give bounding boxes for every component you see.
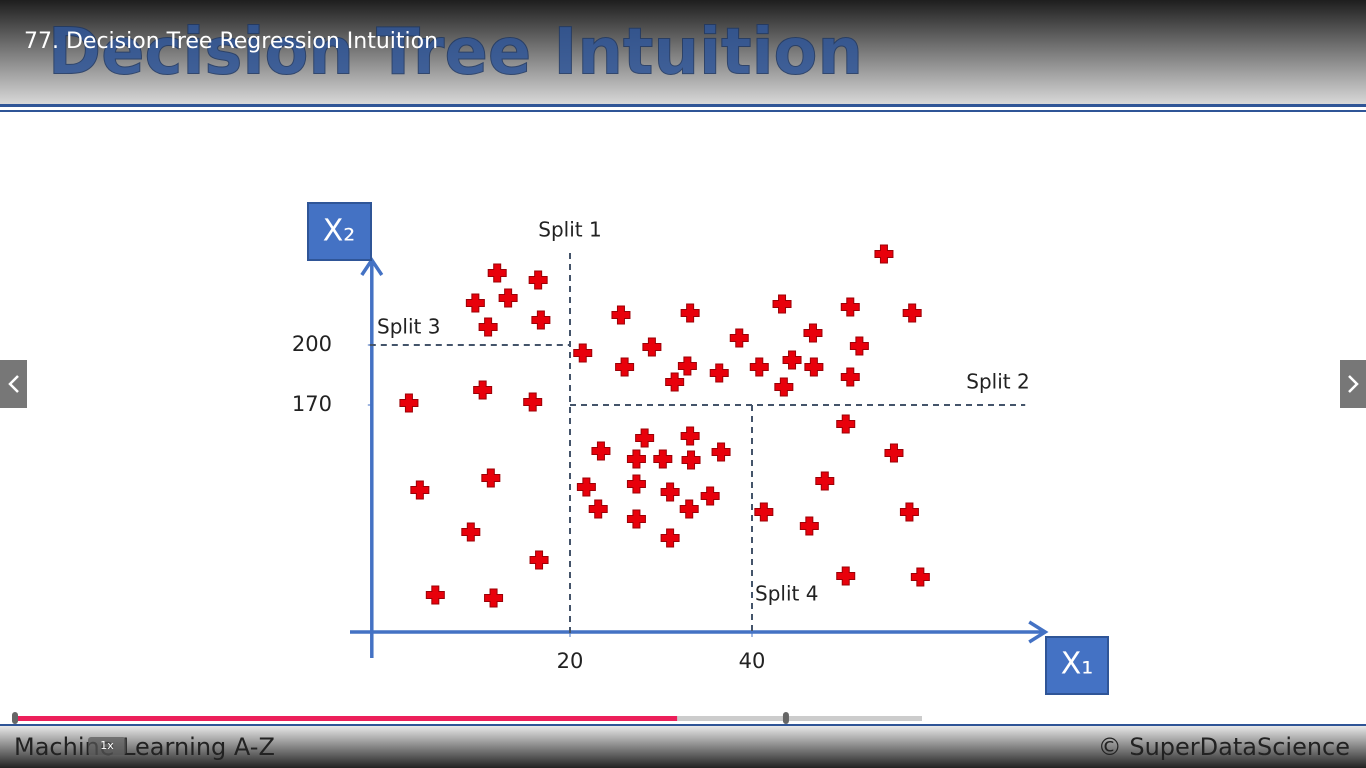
data-point [679,499,699,519]
data-point [611,305,631,325]
data-point [681,450,701,470]
data-point [528,270,548,290]
chart: X₂ X₁ 20 40 170 200 Split 1 Split 2 Split 3 Split… [292,202,1109,695]
data-point [782,350,802,370]
data-point [478,317,498,337]
data-point [660,528,680,548]
split-label: Split 3 [377,315,440,339]
data-point [484,588,504,608]
data-point [836,566,856,586]
data-point [425,585,445,605]
data-point [591,441,611,461]
top-overlay [0,0,1366,104]
data-point [700,486,720,506]
data-point [465,293,485,313]
data-point [709,363,729,383]
data-point [635,428,655,448]
data-point [660,482,680,502]
progress-played[interactable] [15,716,678,721]
data-point [626,474,646,494]
split-label: Split 2 [966,370,1029,394]
data-point [711,442,731,462]
data-point [910,567,930,587]
data-point [815,471,835,491]
speed-button[interactable] [88,737,126,755]
y-tick-label: 170 [292,392,332,416]
data-point [665,372,685,392]
data-point [461,522,481,542]
data-point [874,244,894,264]
data-point [531,310,551,330]
prev-button[interactable] [0,360,27,408]
data-point [576,477,596,497]
split-label: Split 1 [538,218,601,242]
data-point [399,393,419,413]
data-point [804,357,824,377]
data-point [836,414,856,434]
control-bar [0,726,1366,768]
data-point [749,357,769,377]
speed-label[interactable]: 1x [100,739,114,752]
next-icon[interactable] [1348,375,1359,393]
data-point [884,443,904,463]
split-label: Split 4 [755,582,818,606]
data-point [803,323,823,343]
data-point [626,449,646,469]
data-point [899,502,919,522]
prev-icon[interactable] [8,375,19,393]
data-point [642,337,662,357]
data-point [523,392,543,412]
data-point [799,516,819,536]
buffer-marker[interactable] [782,712,789,724]
data-point [615,357,635,377]
y-tick-label: 200 [292,332,332,356]
x-tick-label: 40 [739,649,766,673]
x-tick-label: 20 [557,649,584,673]
data-point [677,356,697,376]
y-label-box [307,202,372,261]
data-point [481,468,501,488]
rule [0,724,1366,726]
y-label: X₂ [323,214,356,249]
data-point [410,480,430,500]
video-title: 77. Decision Tree Regression Intuition [24,29,438,54]
data-point [840,367,860,387]
data-point [772,294,792,314]
data-point [498,288,518,308]
footer-left: Machine Learning A-Z [14,733,275,761]
next-button[interactable] [1340,360,1366,408]
progress-handle[interactable] [12,712,18,724]
rule [0,110,1366,112]
data-point [588,499,608,519]
x-label-box [1045,636,1109,695]
progress-bar[interactable] [12,712,922,724]
rule [0,104,1366,107]
x-arrow [1028,620,1049,644]
data-point [754,502,774,522]
x-label: X₁ [1061,647,1094,682]
data-point [626,509,646,529]
data-point [774,377,794,397]
data-point [729,328,749,348]
data-point [840,297,860,317]
data-point [529,550,549,570]
data-point [902,303,922,323]
data-point [653,449,673,469]
slide-title: Decision Tree Intuition [48,16,863,90]
data-point [573,343,593,363]
data-point [849,336,869,356]
data-point [487,263,507,283]
footer-right: © SuperDataScience [1098,733,1350,761]
data-point [680,303,700,323]
data-point [473,380,493,400]
data-point [680,426,700,446]
